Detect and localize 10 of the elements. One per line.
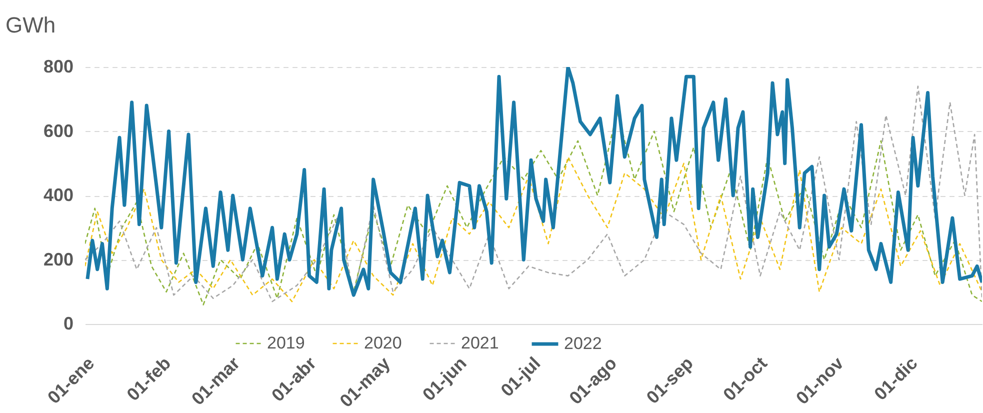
legend-label: 2021	[461, 334, 499, 352]
y-tick-label: 400	[43, 185, 74, 205]
y-tick-label: 600	[43, 120, 74, 141]
y-tick-label: 0	[63, 314, 74, 334]
y-tick-label: 800	[43, 56, 74, 76]
legend-label: 2020	[364, 334, 402, 352]
legend-label: 2022	[564, 334, 602, 353]
y-axis-title: GWh	[6, 12, 56, 38]
legend-label: 2019	[267, 334, 305, 352]
y-tick-label: 200	[43, 249, 74, 270]
